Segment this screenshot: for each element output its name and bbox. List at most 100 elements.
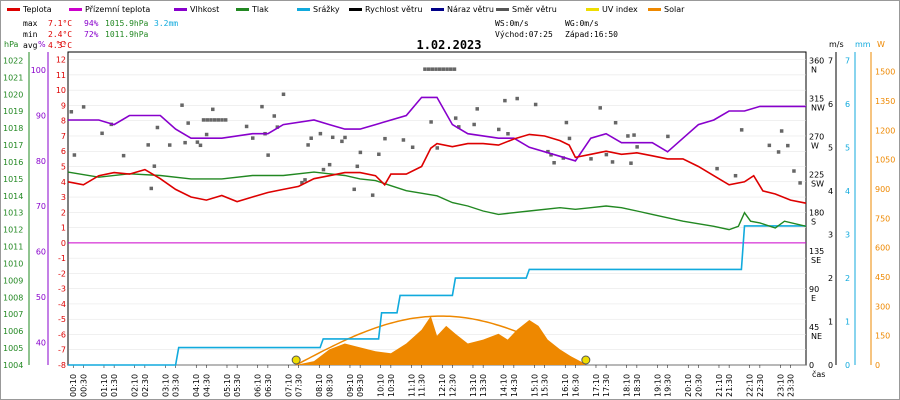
solar-tick: 1350 <box>875 97 895 106</box>
x-tick-label: 04:10 <box>192 374 201 397</box>
pressure-tick: 1021 <box>3 73 23 82</box>
pressure-tick: 1019 <box>3 107 23 116</box>
solar-tick: 0 <box>875 361 880 370</box>
x-tick-label: 09:30 <box>356 374 365 397</box>
wind-direction-point <box>472 122 476 127</box>
pressure-tick: 1015 <box>3 175 23 184</box>
wind-direction-point <box>260 104 264 109</box>
solar-area <box>295 316 585 365</box>
info-sunrise: Východ:07:25 <box>495 30 553 39</box>
legend-label: Teplota <box>22 5 52 14</box>
wind-direction-point <box>343 135 347 140</box>
solar-tick: 1050 <box>875 156 895 165</box>
stats-max-humidity: 94% <box>84 19 99 28</box>
legend-label: Srážky <box>313 5 340 14</box>
wind-tick: 7 <box>828 57 833 66</box>
wind-tick: 4 <box>828 187 833 196</box>
solar-tick: 1200 <box>875 126 895 135</box>
pressure-tick: 1013 <box>3 209 23 218</box>
temperature-tick: 5 <box>61 163 66 172</box>
pressure-tick: 1010 <box>3 259 23 268</box>
direction-tick: 0 <box>809 361 814 370</box>
direction-label: SE <box>811 256 821 265</box>
wind-direction-point <box>149 186 154 191</box>
temperature-tick: -6 <box>58 330 66 339</box>
wind-direction-point <box>195 140 200 144</box>
wind-direction-point <box>281 92 286 97</box>
x-tick-label: 20:10 <box>684 374 693 397</box>
wind-direction-point <box>383 136 387 141</box>
wind-direction-point <box>445 67 449 71</box>
solar-tick: 900 <box>875 185 890 194</box>
direction-label: N <box>811 65 817 74</box>
temperature-tick: 12 <box>56 56 66 65</box>
wind-direction-point <box>767 143 772 148</box>
wind-direction-point <box>715 166 719 171</box>
wind-direction-point <box>552 160 556 165</box>
rain-tick: 5 <box>845 144 850 153</box>
wind-direction-point <box>632 133 636 137</box>
x-tick-label: 18:10 <box>623 374 632 397</box>
wind-direction-point <box>183 140 187 145</box>
sunset-marker <box>581 355 591 365</box>
x-tick-label: 21:10 <box>715 374 724 397</box>
pressure-tick: 1006 <box>3 327 23 336</box>
rain-tick: 2 <box>845 274 850 283</box>
legend-swatch <box>297 8 310 11</box>
x-tick-label: 22:10 <box>746 374 755 397</box>
axes: 1022102110201019101810171016101510141013… <box>3 52 895 397</box>
wind-direction-point <box>306 143 310 147</box>
wind-direction-point <box>435 146 439 150</box>
wind-direction-point <box>358 150 363 155</box>
wind-direction-point <box>209 118 213 122</box>
wind-direction-point <box>152 164 157 168</box>
humidity-tick: 100 <box>31 66 46 75</box>
wind-direction-point <box>251 136 255 140</box>
wind-direction-point <box>629 161 633 165</box>
x-tick-label: 18:30 <box>633 374 642 397</box>
temperature-tick: -3 <box>58 285 66 294</box>
stats-max-pressure: 1015.9hPa <box>105 19 149 28</box>
x-tick-label: 06:10 <box>254 374 263 397</box>
wind-direction-point <box>776 150 781 154</box>
x-tick-label: 17:30 <box>602 374 611 397</box>
x-tick-label: 16:10 <box>561 374 570 397</box>
sunrise-marker <box>291 355 301 365</box>
wind-direction-point <box>792 169 796 173</box>
legend-label: Náraz větru <box>447 5 494 14</box>
direction-tick: 90 <box>809 285 819 294</box>
x-tick-label: 23:10 <box>776 374 785 397</box>
wind-direction-point <box>475 107 479 111</box>
wind-direction-point <box>300 180 304 185</box>
rain-tick: 0 <box>845 361 850 370</box>
wind-tick: 1 <box>828 318 833 327</box>
x-tick-label: 15:30 <box>541 374 550 397</box>
wind-direction-point <box>121 153 126 158</box>
pressure-tick: 1020 <box>3 90 23 99</box>
solar-tick: 600 <box>875 244 890 253</box>
temperature-tick: 10 <box>56 86 66 95</box>
x-tick-label: 13:10 <box>469 374 478 397</box>
wind-direction-point <box>515 96 519 101</box>
x-tick-label: 07:30 <box>295 374 304 397</box>
temperature-tick: -7 <box>58 346 66 355</box>
x-tick-label: 11:10 <box>407 374 416 397</box>
pressure-tick: 1018 <box>3 124 23 133</box>
wind-direction-point <box>352 187 356 192</box>
legend-swatch <box>174 8 187 11</box>
legend-swatch <box>648 8 661 11</box>
stats-min-humidity: 72% <box>84 30 99 39</box>
wind-direction-point <box>330 135 335 140</box>
legend-label: Směr větru <box>512 5 557 14</box>
stats-min-temp: 2.4°C <box>48 30 72 39</box>
wind-direction-point <box>798 181 802 185</box>
x-tick-label: 01:30 <box>110 374 119 397</box>
wind-tick: 6 <box>828 100 833 109</box>
info-wg: WG:0m/s <box>565 19 599 28</box>
wind-direction-point <box>786 143 790 148</box>
direction-tick: 135 <box>809 247 824 256</box>
x-tick-label: 23:30 <box>787 374 796 397</box>
wind-direction-point <box>604 152 609 157</box>
humidity-tick: 50 <box>36 293 46 302</box>
